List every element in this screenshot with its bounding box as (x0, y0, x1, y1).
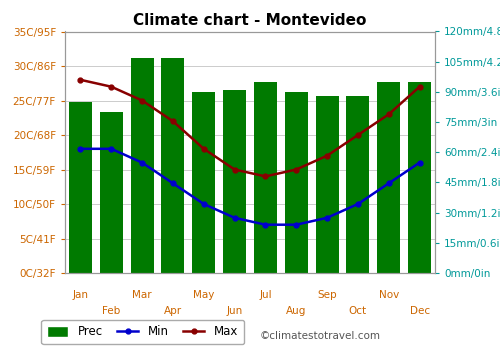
Text: Sep: Sep (318, 290, 337, 300)
Text: Mar: Mar (132, 290, 152, 300)
Bar (130, 58, 154, 273)
Text: Apr: Apr (164, 306, 182, 316)
Bar (408, 82, 431, 273)
Bar (346, 96, 370, 273)
Title: Climate chart - Montevideo: Climate chart - Montevideo (134, 13, 366, 28)
Text: Oct: Oct (349, 306, 367, 316)
Bar (377, 82, 400, 273)
Text: Jun: Jun (226, 306, 242, 316)
Bar (192, 92, 216, 273)
Bar (100, 112, 123, 273)
Text: Dec: Dec (410, 306, 430, 316)
Text: Jul: Jul (259, 290, 272, 300)
Text: Aug: Aug (286, 306, 306, 316)
Bar (162, 58, 184, 273)
Text: May: May (193, 290, 214, 300)
Bar (254, 82, 277, 273)
Legend: Prec, Min, Max: Prec, Min, Max (42, 320, 244, 344)
Bar (223, 90, 246, 273)
Text: ©climatestotravel.com: ©climatestotravel.com (260, 331, 381, 341)
Text: Nov: Nov (378, 290, 399, 300)
Text: Jan: Jan (72, 290, 88, 300)
Text: Feb: Feb (102, 306, 120, 316)
Bar (284, 92, 308, 273)
Bar (316, 96, 338, 273)
Bar (69, 102, 92, 273)
